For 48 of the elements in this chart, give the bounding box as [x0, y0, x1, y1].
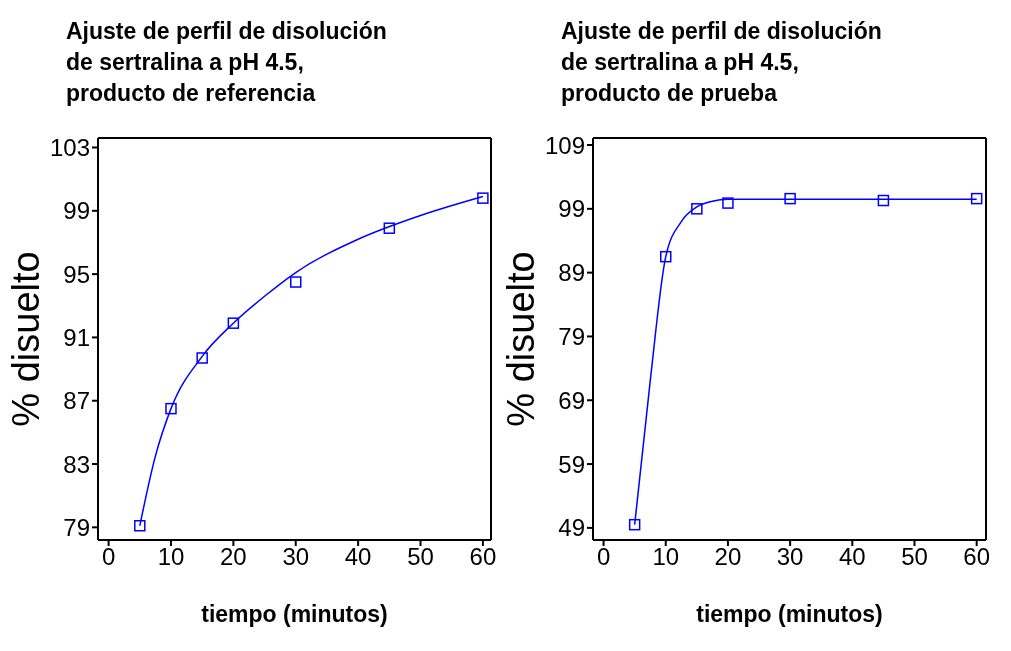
x-tick-label: 20 — [714, 543, 742, 571]
y-tick-label: 59 — [558, 450, 585, 478]
x-tick-label: 20 — [220, 543, 247, 571]
point — [477, 192, 489, 204]
y-tick-label: 109 — [544, 131, 585, 159]
y-tick-label: 69 — [558, 386, 585, 414]
point — [290, 276, 302, 288]
x-tick-label: 60 — [963, 543, 991, 571]
y-axis-title: % disuelto — [5, 251, 48, 427]
point — [165, 402, 177, 415]
chart-title: Ajuste de perfil de disolución de sertralina a pH 4.5, producto de referencia — [65, 17, 388, 108]
point — [970, 192, 983, 205]
y-tick-label: 99 — [63, 197, 90, 225]
y-tick-label: 103 — [49, 134, 90, 162]
point — [227, 317, 240, 329]
x-tick-label: 50 — [901, 543, 928, 571]
y-tick-label: 49 — [558, 514, 585, 542]
y-tick-label: 87 — [63, 387, 90, 415]
chart-title: Ajuste de perfil de disolución de sertralina a pH 4.5, producto de prueba — [560, 17, 883, 108]
x-tick-label: 30 — [776, 543, 804, 571]
point — [660, 250, 672, 263]
point — [722, 197, 734, 209]
y-tick-label: 79 — [63, 513, 90, 541]
y-tick-label: 99 — [558, 195, 585, 223]
point — [691, 203, 703, 215]
x-tick-label: 40 — [344, 543, 372, 571]
x-tick-label: 0 — [101, 543, 116, 571]
x-tick-label: 50 — [407, 543, 434, 571]
point — [196, 352, 208, 364]
y-tick-label: 79 — [558, 322, 585, 350]
x-tick-label: 10 — [157, 543, 185, 571]
x-tick-label: 60 — [469, 543, 497, 571]
point — [134, 520, 146, 532]
y-tick-label: 89 — [558, 259, 585, 287]
y-tick-label: 95 — [63, 260, 90, 288]
x-tick-label: 40 — [838, 543, 866, 571]
point — [877, 194, 890, 207]
x-axis-title: tiempo (minutos) — [201, 601, 388, 627]
x-tick-label: 10 — [652, 543, 680, 571]
y-axis-title: % disuelto — [500, 251, 543, 427]
y-tick-label: 91 — [63, 323, 90, 351]
x-axis-title: tiempo (minutos) — [696, 601, 883, 627]
x-tick-label: 30 — [282, 543, 310, 571]
x-tick-label: 0 — [596, 543, 611, 571]
point — [383, 222, 396, 234]
point — [628, 518, 641, 531]
y-tick-label: 83 — [63, 450, 90, 478]
point — [784, 192, 796, 205]
